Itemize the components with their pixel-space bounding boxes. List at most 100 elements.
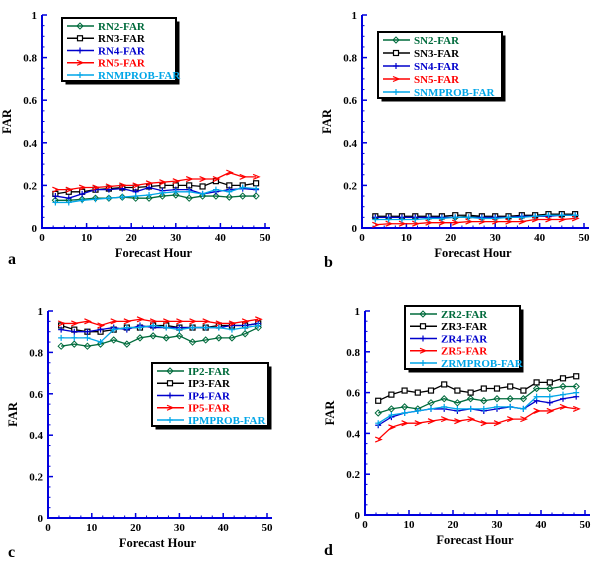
x-tick-label: 20 (130, 522, 142, 534)
x-tick-label: 30 (170, 232, 182, 244)
legend-label: IP2-FAR (188, 366, 231, 378)
x-tick-label: 0 (359, 232, 365, 244)
legend-entry-SNMPROB-FAR: SNMPROB-FAR (383, 87, 496, 99)
legend-label: RNMPROB-FAR (98, 70, 181, 82)
x-tick-label: 10 (401, 232, 413, 244)
axes: 0 10 20 30 40 50 0 0.2 0.4 0.6 0.8 1 (29, 306, 273, 534)
legend-label: RN4-FAR (98, 45, 146, 57)
legend-entry-SN3-FAR: SN3-FAR (383, 48, 460, 60)
chart-d-svg: 0 10 20 30 40 50 0 0.2 0.4 0.6 0.8 1 Forecast Hour FA… (323, 305, 591, 547)
legend-label: SN5-FAR (414, 74, 460, 86)
y-tick-label: 0.4 (346, 428, 360, 440)
legend-entry-IP3-FAR: IP3-FAR (157, 378, 231, 390)
legend-label: ZR4-FAR (441, 333, 488, 345)
x-tick-label: 30 (174, 522, 186, 534)
x-axis-label: Forecast Hour (434, 246, 512, 260)
series-ZR5-FAR (374, 403, 581, 443)
series-ZR3-FAR (375, 373, 580, 404)
legend-entry-ZR4-FAR: ZR4-FAR (410, 333, 488, 345)
y-tick-label: 0 (38, 513, 44, 525)
chart-panel-b: 0 10 20 30 40 50 0 0.2 0.4 0.6 0.8 1 Forecast Hour FA… (303, 0, 605, 288)
y-tick-label: 0.2 (346, 469, 360, 481)
y-tick-label: 0.6 (346, 388, 360, 400)
x-axis-label: Forecast Hour (119, 536, 197, 550)
legend-entry-RN5-FAR: RN5-FAR (67, 58, 146, 70)
legend-entry-IPMPROB-FAR: IPMPROB-FAR (157, 415, 266, 427)
panel-letter-a: a (8, 251, 16, 268)
chart-b-svg: 0 10 20 30 40 50 0 0.2 0.4 0.6 0.8 1 Forecast Hour FA… (320, 10, 590, 260)
x-tick-label: 20 (448, 519, 460, 531)
x-tick-label: 0 (39, 232, 45, 244)
y-tick-label: 1 (355, 306, 361, 318)
y-tick-label: 0.2 (29, 472, 43, 484)
x-tick-label: 10 (81, 232, 93, 244)
legend-label: RN2-FAR (98, 21, 146, 33)
y-tick-label: 0.4 (29, 430, 43, 442)
x-tick-label: 50 (580, 519, 592, 531)
legend-entry-IP5-FAR: IP5-FAR (157, 403, 231, 415)
y-tick-label: 1 (32, 10, 38, 22)
y-tick-label: 1 (352, 10, 358, 22)
y-axis-label: FAR (0, 108, 14, 134)
x-tick-label: 30 (492, 519, 504, 531)
legend-entry-ZR2-FAR: ZR2-FAR (410, 309, 488, 321)
x-tick-label: 40 (534, 232, 546, 244)
legend-entry-IP2-FAR: IP2-FAR (157, 366, 231, 378)
y-axis-label: FAR (323, 400, 337, 426)
chart-a-svg: 0 10 20 30 40 50 0 0.2 0.4 0.6 0.8 1 Forecast Hour FA… (0, 10, 272, 260)
x-tick-label: 30 (490, 232, 502, 244)
y-tick-label: 0.2 (23, 180, 37, 192)
x-tick-label: 50 (262, 522, 274, 534)
legend-entry-IP4-FAR: IP4-FAR (157, 390, 231, 402)
x-tick-label: 40 (218, 522, 230, 534)
x-axis-label: Forecast Hour (436, 533, 514, 547)
series-ZR2-FAR (374, 382, 580, 417)
chart-panel-c: 0 10 20 30 40 50 0 0.2 0.4 0.6 0.8 1 Forecast Hour FA… (0, 288, 302, 576)
axes: 0 10 20 30 40 50 0 0.2 0.4 0.6 0.8 1 (343, 10, 590, 244)
legend-label: IP5-FAR (188, 403, 231, 415)
legend-entry-RN2-FAR: RN2-FAR (67, 21, 146, 33)
y-tick-label: 0 (32, 223, 38, 235)
y-tick-label: 0 (352, 223, 358, 235)
legend-entry-SN5-FAR: SN5-FAR (383, 74, 460, 86)
legend-label: ZR2-FAR (441, 309, 488, 321)
legend-entry-ZR5-FAR: ZR5-FAR (410, 346, 488, 358)
legend-label: IP4-FAR (188, 390, 231, 402)
panel-letter-b: b (324, 254, 333, 271)
chart-panel-a: 0 10 20 30 40 50 0 0.2 0.4 0.6 0.8 1 Forecast Hour FA… (0, 0, 302, 288)
y-tick-label: 1 (38, 306, 44, 318)
y-tick-label: 0.6 (29, 389, 43, 401)
legend-label: ZR5-FAR (441, 346, 488, 358)
x-tick-label: 50 (579, 232, 591, 244)
legend-label: RN3-FAR (98, 33, 146, 45)
x-tick-label: 0 (362, 519, 368, 531)
y-axis-label: FAR (320, 108, 334, 134)
y-tick-label: 0.8 (29, 347, 43, 359)
x-axis-label: Forecast Hour (115, 246, 193, 260)
legend-label: ZRMPROB-FAR (441, 358, 524, 370)
legend-entry-ZRMPROB-FAR: ZRMPROB-FAR (410, 358, 524, 370)
y-tick-label: 0.8 (343, 53, 357, 65)
x-tick-label: 50 (260, 232, 272, 244)
series-RN5-FAR (52, 169, 261, 193)
x-tick-label: 40 (536, 519, 548, 531)
legend-label: SN4-FAR (414, 61, 460, 73)
series-ZRMPROB-FAR (375, 389, 580, 427)
legend-entry-RNMPROB-FAR: RNMPROB-FAR (67, 70, 181, 82)
x-tick-label: 0 (45, 522, 51, 534)
y-tick-label: 0.4 (343, 138, 357, 150)
legend-entry-ZR3-FAR: ZR3-FAR (410, 321, 488, 333)
chart-c-svg: 0 10 20 30 40 50 0 0.2 0.4 0.6 0.8 1 Forecast Hour FA… (6, 306, 273, 550)
legend-entry-SN4-FAR: SN4-FAR (383, 61, 460, 73)
legend-entry-SN2-FAR: SN2-FAR (383, 35, 460, 47)
series-SNMPROB-FAR (372, 212, 579, 223)
chart-panel-d: 0 10 20 30 40 50 0 0.2 0.4 0.6 0.8 1 Forecast Hour FA… (303, 288, 605, 576)
y-axis-label: FAR (6, 401, 20, 427)
x-tick-label: 10 (86, 522, 98, 534)
axes: 0 10 20 30 40 50 0 0.2 0.4 0.6 0.8 1 (346, 306, 591, 531)
y-tick-label: 0.4 (23, 138, 37, 150)
